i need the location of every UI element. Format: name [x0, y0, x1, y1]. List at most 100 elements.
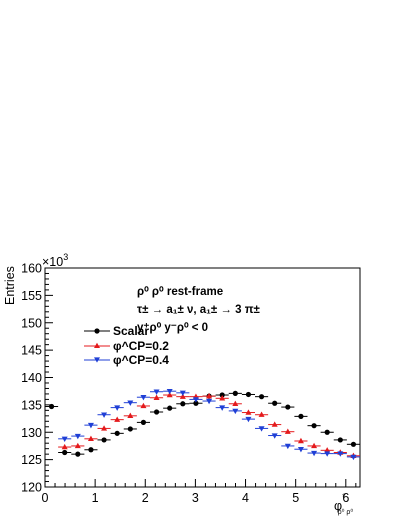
y-tick-label: 145 [21, 344, 42, 358]
data-point [114, 430, 120, 436]
legend-label-scalar: Scalar [113, 324, 149, 338]
data-point [232, 400, 239, 406]
data-point [271, 421, 278, 427]
data-point [297, 437, 304, 444]
x-tick-label: 3 [192, 491, 199, 505]
x-axis-title: φ* ρ⁰ ρ⁰ [334, 492, 353, 516]
data-point [258, 394, 265, 400]
data-point [74, 442, 81, 449]
data-point [271, 433, 278, 439]
data-point [311, 442, 318, 449]
x-tick-label: 0 [42, 491, 49, 505]
data-point [219, 405, 226, 411]
data-point [61, 436, 68, 443]
y-tick-label: 130 [21, 426, 42, 440]
y-multiplier-exponent: 3 [63, 252, 68, 262]
data-point [258, 411, 265, 417]
data-point [140, 395, 147, 401]
annotation-frame: ρ⁰ ρ⁰ rest-frame [137, 285, 223, 298]
data-point [127, 426, 133, 432]
data-point [245, 416, 252, 423]
data-point [75, 451, 81, 457]
data-point [101, 425, 108, 431]
data-point [245, 391, 252, 398]
y-tick-label: 125 [21, 453, 42, 467]
data-point [179, 393, 186, 399]
data-point [206, 398, 213, 405]
data-point [285, 404, 291, 410]
data-point [179, 390, 186, 397]
x-axis-title-sub: ρ⁰ ρ⁰ [338, 508, 354, 516]
series-layer [45, 388, 360, 461]
data-point [324, 429, 330, 435]
data-point [324, 451, 331, 457]
x-tick-label: 5 [292, 491, 299, 505]
data-point [232, 390, 238, 396]
y-tick-label: 150 [21, 316, 42, 330]
data-point [192, 397, 199, 403]
data-point [337, 451, 344, 457]
data-point [127, 400, 134, 406]
data-point [127, 412, 134, 419]
data-point [114, 405, 121, 411]
data-point [337, 437, 343, 443]
y-tick-label: 120 [21, 481, 42, 495]
data-point [153, 389, 160, 395]
data-point [166, 391, 173, 398]
data-point [219, 395, 226, 401]
data-point [74, 433, 81, 440]
legend-label-cp04: φ^CP=0.4 [113, 353, 169, 367]
data-point [114, 416, 121, 422]
series-0 [45, 390, 360, 457]
data-point [153, 409, 160, 415]
x-tick-label: 4 [242, 491, 249, 505]
data-point [245, 409, 252, 415]
plot-frame [44, 267, 361, 488]
data-point [311, 450, 318, 457]
x-tick-label: 1 [92, 491, 99, 505]
data-point [48, 403, 55, 410]
y-tick-label: 155 [21, 289, 42, 303]
y-tick-label: 135 [21, 398, 42, 412]
x-tick-label: 2 [142, 491, 149, 505]
data-point [284, 443, 291, 450]
x-tick-label: 6 [342, 491, 349, 505]
data-point [140, 402, 147, 409]
data-point [206, 392, 213, 399]
data-point [88, 447, 94, 453]
data-point [272, 400, 278, 406]
data-point [350, 441, 357, 447]
data-point [258, 426, 265, 432]
data-point [167, 405, 173, 411]
x-axis: 0 1 2 3 4 5 6 [42, 479, 357, 505]
y-axis-title: Entries [3, 266, 17, 305]
x-axis-title-main: φ [334, 499, 342, 513]
y-axis: 120 125 130 135 140 145 150 155 160 [21, 262, 53, 495]
data-point [193, 400, 199, 406]
x-axis-title-sup: * [342, 492, 346, 502]
data-point [87, 435, 94, 442]
series-2 [58, 388, 360, 461]
data-point [180, 401, 186, 407]
legend-marker-cp04 [94, 357, 100, 363]
data-point [324, 447, 331, 453]
data-point [297, 447, 304, 453]
annotation-cut: y⁺ρ⁰ y⁻ρ⁰ < 0 [137, 321, 208, 334]
legend-marker-cp02 [94, 342, 100, 348]
legend-label-cp02: φ^CP=0.2 [113, 339, 169, 353]
data-point [350, 454, 357, 461]
data-point [101, 412, 108, 418]
annotation-decay: τ± → a₁± ν, a₁± → 3 π± [137, 304, 261, 316]
data-point [140, 419, 147, 425]
data-point [284, 428, 291, 434]
data-point [62, 449, 68, 456]
data-point [61, 443, 68, 450]
y-multiplier-base: ×10 [42, 255, 63, 269]
data-point [166, 388, 173, 395]
data-point [153, 394, 160, 400]
data-point [298, 413, 304, 419]
legend-marker-scalar [94, 328, 100, 334]
data-point [219, 392, 225, 398]
y-tick-label: 160 [21, 262, 42, 276]
